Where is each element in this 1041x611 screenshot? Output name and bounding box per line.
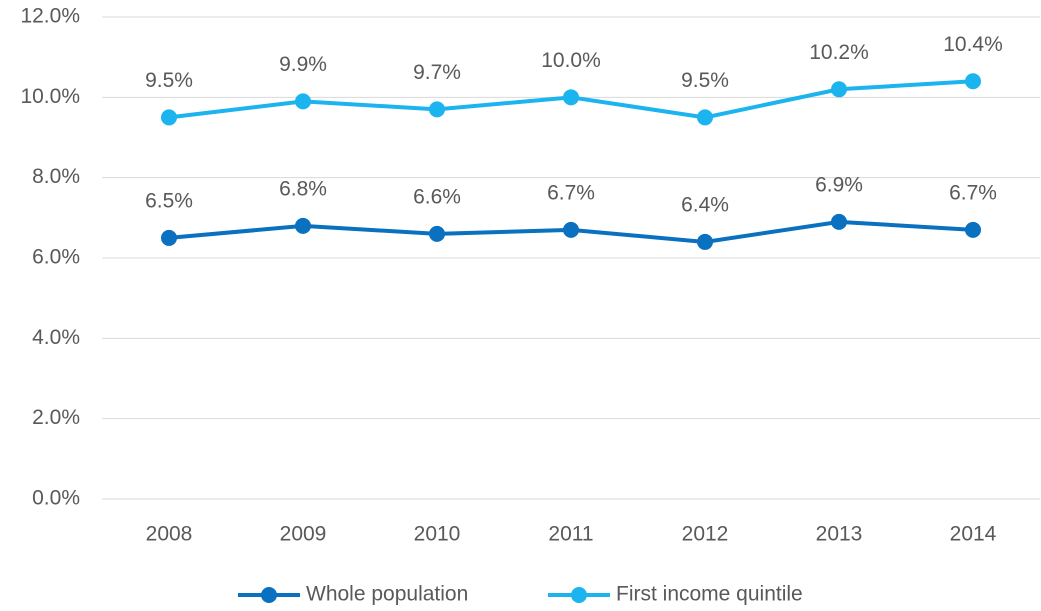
point: [563, 89, 579, 106]
legend-label: First income quintile: [616, 583, 803, 606]
point: [429, 101, 445, 118]
data-label: 6.7%: [949, 181, 997, 204]
legend-marker: [571, 587, 587, 603]
data-label: 10.2%: [809, 41, 869, 64]
data-label: 6.4%: [681, 193, 729, 216]
y-tick-label: 8.0%: [32, 165, 80, 188]
x-tick-label: 2014: [950, 523, 997, 546]
point: [965, 221, 981, 238]
data-label: 9.9%: [279, 53, 327, 76]
y-tick-label: 0.0%: [32, 487, 80, 510]
x-tick-label: 2009: [280, 523, 327, 546]
point: [161, 229, 177, 246]
x-tick-label: 2012: [682, 523, 729, 546]
point: [295, 217, 311, 234]
point: [831, 81, 847, 98]
y-tick-label: 4.0%: [32, 326, 80, 349]
point: [965, 73, 981, 90]
legend-label: Whole population: [306, 583, 468, 606]
x-tick-label: 2008: [146, 523, 193, 546]
data-label: 9.5%: [681, 69, 729, 92]
data-label: 6.5%: [145, 189, 193, 212]
y-tick-label: 2.0%: [32, 406, 80, 429]
point: [831, 213, 847, 230]
point: [563, 221, 579, 238]
data-label: 9.5%: [145, 69, 193, 92]
point: [429, 225, 445, 242]
data-label: 9.7%: [413, 61, 461, 84]
x-tick-label: 2013: [816, 523, 863, 546]
data-label: 6.7%: [547, 181, 595, 204]
point: [697, 109, 713, 126]
data-label: 6.8%: [279, 177, 327, 200]
point: [295, 93, 311, 110]
data-label: 6.6%: [413, 185, 461, 208]
data-label: 10.4%: [943, 33, 1003, 56]
y-tick-label: 6.0%: [32, 246, 80, 269]
legend-marker: [261, 587, 277, 603]
x-tick-label: 2011: [548, 523, 593, 546]
point: [697, 233, 713, 250]
y-tick-label: 12.0%: [20, 5, 80, 28]
x-tick-label: 2010: [414, 523, 461, 546]
y-tick-label: 10.0%: [20, 85, 80, 108]
data-label: 6.9%: [815, 173, 863, 196]
point: [161, 109, 177, 126]
data-label: 10.0%: [541, 49, 601, 72]
